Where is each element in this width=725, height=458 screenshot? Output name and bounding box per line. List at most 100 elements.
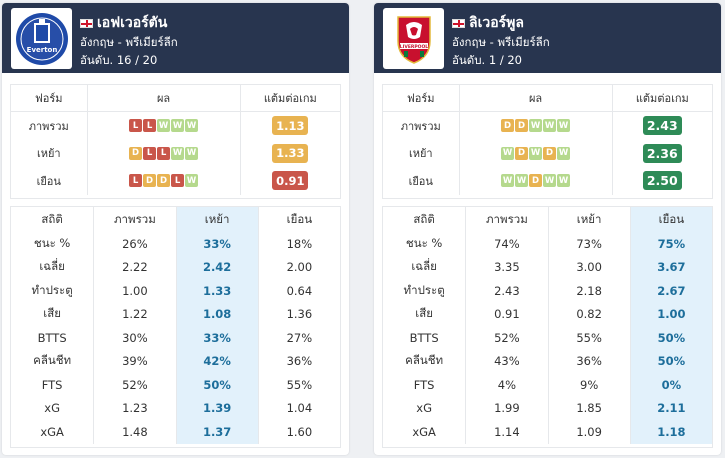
stats-cell: 1.36 — [257, 302, 340, 326]
ppg-badge: 2.43 — [642, 116, 682, 136]
stats-cell: 73% — [547, 232, 630, 256]
result-badge[interactable]: D — [501, 119, 515, 133]
result-badge[interactable]: W — [185, 174, 199, 188]
result-badge[interactable]: D — [529, 174, 543, 188]
stats-row-label: ชนะ % — [405, 235, 443, 250]
league-name[interactable]: อังกฤษ - พรีเมียร์ลีก — [452, 35, 550, 49]
stats-cell: 55% — [547, 326, 630, 350]
result-badge[interactable]: D — [515, 119, 529, 133]
form-row: เยือน W W D W W 2.50 — [383, 167, 712, 195]
result-badge[interactable]: W — [185, 146, 199, 160]
stats-row: BTTS 30% 33% 27% — [11, 326, 340, 350]
stats-cell: 0.91 — [465, 302, 547, 326]
result-badge[interactable]: W — [543, 119, 557, 133]
stats-row: ทำประตู 1.00 1.33 0.64 — [11, 279, 340, 303]
stats-cell: 0.64 — [257, 279, 340, 303]
result-badge[interactable]: W — [557, 146, 571, 160]
stats-row-label: คลีนชีท — [33, 353, 72, 368]
stats-cell: 3.35 — [465, 255, 547, 279]
stats-row: xG 1.23 1.39 1.04 — [11, 396, 340, 420]
result-badge[interactable]: D — [129, 146, 143, 160]
result-badge[interactable]: L — [129, 174, 143, 188]
stats-cell: 2.42 — [175, 255, 258, 279]
stats-cell: 43% — [465, 349, 547, 373]
form-table: ฟอร์ม ผล แต้มต่อเกม ภาพรวม L L W W W 1.13 เหย้า… — [10, 84, 341, 199]
stats-row-label: เสีย — [43, 306, 61, 321]
result-badge[interactable]: D — [543, 146, 557, 160]
result-badge[interactable]: L — [171, 174, 185, 188]
league-name[interactable]: อังกฤษ - พรีเมียร์ลีก — [80, 35, 178, 49]
stats-row: เสีย 1.22 1.08 1.36 — [11, 302, 340, 326]
stats-cell: 1.00 — [93, 279, 175, 303]
stats-col-header: ภาพรวม — [93, 207, 175, 232]
team-name[interactable]: ลิเวอร์พูล — [469, 15, 524, 31]
col-header-ppg: แต้มต่อเกม — [263, 92, 317, 105]
stats-cell: 1.08 — [175, 302, 258, 326]
stats-row: คลีนชีท 39% 42% 36% — [11, 349, 340, 373]
stats-row: xGA 1.14 1.09 1.18 — [383, 420, 712, 444]
stats-cell: 75% — [629, 232, 712, 256]
result-badge[interactable]: W — [171, 146, 185, 160]
england-flag-icon — [80, 18, 93, 28]
result-badge[interactable]: L — [143, 119, 157, 133]
stats-row-label: xG — [44, 401, 60, 416]
stats-row: xG 1.99 1.85 2.11 — [383, 396, 712, 420]
stats-row-label: เฉลี่ย — [411, 259, 437, 274]
form-row-label: เหย้า — [36, 147, 61, 161]
stats-cell: 39% — [93, 349, 175, 373]
stats-cell: 1.99 — [465, 396, 547, 420]
result-badge[interactable]: D — [143, 174, 157, 188]
stats-row-label: BTTS — [37, 330, 67, 345]
result-badge[interactable]: D — [157, 174, 171, 188]
col-header-results: ผล — [458, 85, 613, 111]
result-badge[interactable]: L — [129, 119, 143, 133]
stats-row-label: เสีย — [415, 306, 433, 321]
result-badge[interactable]: W — [557, 174, 571, 188]
stats-col-header: สถิติ — [41, 211, 63, 226]
stats-cell: 1.37 — [175, 420, 258, 444]
everton-crest-icon[interactable]: Everton — [11, 8, 72, 69]
stats-row: เฉลี่ย 2.22 2.42 2.00 — [11, 255, 340, 279]
form-row-label: ภาพรวม — [28, 119, 69, 133]
team-name[interactable]: เอฟเวอร์ตัน — [97, 15, 168, 31]
stats-row: FTS 4% 9% 0% — [383, 373, 712, 397]
stats-table: สถิติ ภาพรวม เหย้า เยือน ชนะ % 74% 73% 75% เฉลี่… — [382, 206, 713, 448]
stats-col-header: เยือน — [257, 207, 340, 232]
ppg-badge: 2.50 — [642, 171, 682, 191]
result-badge[interactable]: L — [157, 146, 171, 160]
result-badge[interactable]: W — [529, 146, 543, 160]
stats-cell: 1.23 — [93, 396, 175, 420]
stats-cell: 4% — [465, 373, 547, 397]
result-badge[interactable]: W — [529, 119, 543, 133]
form-row: ภาพรวม D D W W W 2.43 — [383, 112, 712, 140]
stats-cell: 26% — [93, 232, 175, 256]
liverpool-crest-icon[interactable]: LIVERPOOL — [383, 8, 444, 69]
svg-text:Everton: Everton — [26, 46, 57, 54]
stats-cell: 33% — [175, 232, 258, 256]
result-badge[interactable]: W — [171, 119, 185, 133]
form-row-label: เยือน — [36, 174, 61, 188]
stats-cell: 1.22 — [93, 302, 175, 326]
result-badge[interactable]: L — [143, 146, 157, 160]
stats-col-header: เหย้า — [175, 207, 258, 232]
stats-cell: 3.00 — [547, 255, 630, 279]
result-badge[interactable]: W — [185, 119, 199, 133]
stats-row-label: FTS — [413, 377, 435, 392]
team-card-liverpool: LIVERPOOL ลิเวอร์พูล อังกฤษ - พรีเมียร์ล… — [374, 3, 721, 455]
stats-cell: 2.11 — [629, 396, 712, 420]
result-badge[interactable]: W — [501, 174, 515, 188]
stats-row: ชนะ % 74% 73% 75% — [383, 232, 712, 256]
result-badge[interactable]: W — [501, 146, 515, 160]
result-badge[interactable]: D — [515, 146, 529, 160]
stats-cell: 2.18 — [547, 279, 630, 303]
result-badge[interactable]: W — [515, 174, 529, 188]
result-badge[interactable]: W — [543, 174, 557, 188]
result-badge[interactable]: W — [157, 119, 171, 133]
stats-cell: 36% — [547, 349, 630, 373]
stats-cell: 1.39 — [175, 396, 258, 420]
form-row: เหย้า W D W D W 2.36 — [383, 139, 712, 167]
stats-cell: 50% — [629, 349, 712, 373]
result-badge[interactable]: W — [557, 119, 571, 133]
